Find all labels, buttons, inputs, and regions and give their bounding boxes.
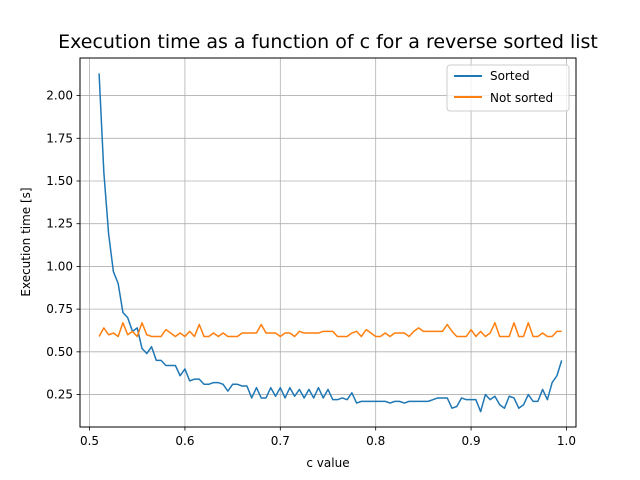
y-axis-ticks: 0.25 0.50 0.75 1.00 1.25 1.50 1.75 2.00 [46,89,80,402]
y-tick-label: 1.25 [46,217,73,231]
x-tick-label: 0.5 [80,434,99,448]
y-tick-label: 0.75 [46,302,73,316]
x-tick-label: 1.0 [557,434,576,448]
y-tick-label: 0.50 [46,345,73,359]
y-tick-label: 1.00 [46,259,73,273]
y-tick-label: 2.00 [46,89,73,103]
legend-label-not-sorted: Not sorted [490,91,553,105]
x-tick-label: 0.9 [462,434,481,448]
y-axis-label: Execution time [s] [19,187,33,296]
grid-lines [80,58,576,427]
legend: Sorted Not sorted [446,64,570,112]
x-tick-label: 0.7 [271,434,290,448]
x-tick-label: 0.6 [175,434,194,448]
chart-title: Execution time as a function of c for a … [58,31,598,53]
legend-label-sorted: Sorted [490,69,530,83]
x-tick-label: 0.8 [366,434,385,448]
y-tick-label: 0.25 [46,388,73,402]
x-axis-label: c value [306,456,349,470]
plot-frame [79,57,577,428]
y-tick-label: 1.75 [46,131,73,145]
series-layer [98,73,563,413]
y-tick-label: 1.50 [46,174,73,188]
x-axis-ticks: 0.5 0.6 0.7 0.8 0.9 1.0 [80,427,576,448]
series-line-sorted [98,73,563,413]
series-line-not-sorted [98,322,562,338]
